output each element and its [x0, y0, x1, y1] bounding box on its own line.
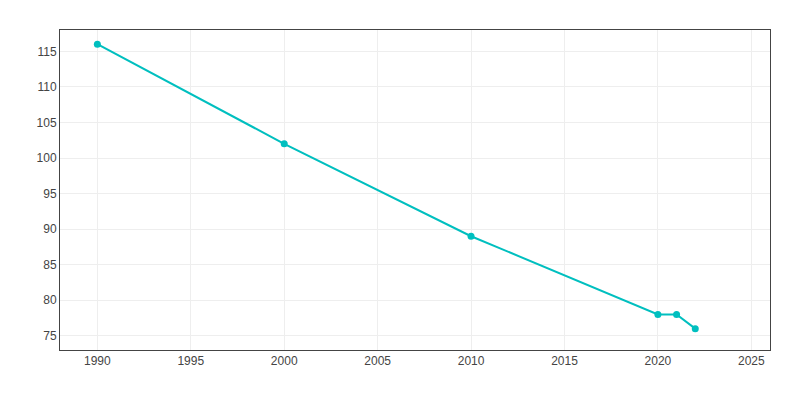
svg-text:90: 90	[43, 222, 57, 236]
svg-text:2010: 2010	[458, 354, 485, 368]
svg-text:85: 85	[43, 258, 57, 272]
svg-text:1990: 1990	[84, 354, 111, 368]
svg-text:110: 110	[37, 80, 56, 94]
svg-text:2025: 2025	[738, 354, 765, 368]
svg-text:115: 115	[37, 45, 56, 59]
svg-text:2005: 2005	[364, 354, 391, 368]
svg-text:80: 80	[43, 293, 57, 307]
svg-text:2000: 2000	[271, 354, 298, 368]
svg-text:100: 100	[37, 151, 57, 165]
svg-text:2020: 2020	[645, 354, 672, 368]
svg-text:105: 105	[37, 116, 57, 130]
svg-text:95: 95	[43, 187, 57, 201]
svg-text:1995: 1995	[177, 354, 204, 368]
svg-text:75: 75	[43, 329, 57, 343]
svg-text:2015: 2015	[551, 354, 578, 368]
